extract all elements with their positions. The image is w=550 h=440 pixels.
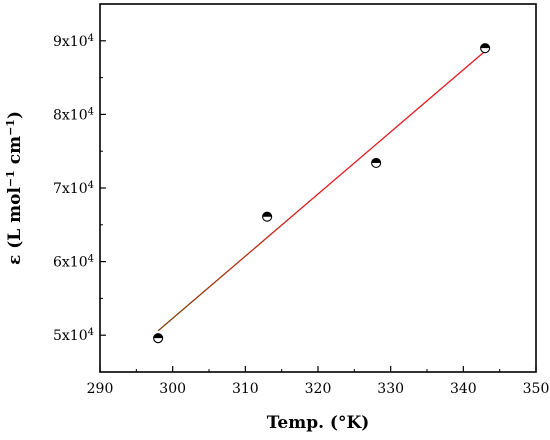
x-tick-label: 350	[523, 381, 550, 397]
x-axis-title: Temp. (°K)	[267, 413, 370, 433]
x-tick-label: 310	[232, 381, 259, 397]
y-tick-label: 5x104	[53, 327, 94, 345]
y-axis-title: ε (L mol−1 cm−1)	[4, 111, 26, 265]
marker-fill	[480, 43, 490, 49]
x-tick-label: 340	[450, 381, 477, 397]
marker-fill	[262, 212, 272, 217]
fit-line-group	[157, 50, 486, 332]
data-point	[262, 211, 273, 222]
marker-fill	[371, 158, 381, 163]
y-tick-label: 7x104	[53, 180, 94, 198]
y-tick-label: 6x104	[53, 253, 94, 271]
data-point	[371, 157, 382, 169]
y-axis-ticks: 5x104 6x104 7x104 8x104 9x104	[53, 32, 106, 344]
x-tick-label: 290	[87, 381, 114, 397]
data-points	[153, 43, 491, 344]
data-point	[153, 333, 164, 344]
x-axis-ticks: 290 300 310 320 330 340 350	[87, 366, 550, 397]
plot-frame	[99, 3, 537, 373]
x-tick-label: 330	[377, 381, 404, 397]
data-point	[480, 43, 491, 54]
fit-line	[157, 50, 486, 332]
x-tick-label: 320	[305, 381, 332, 397]
y-tick-label: 8x104	[53, 106, 94, 124]
marker-fill	[153, 333, 163, 339]
y-tick-label: 9x104	[53, 32, 94, 50]
x-tick-label: 300	[159, 381, 186, 397]
